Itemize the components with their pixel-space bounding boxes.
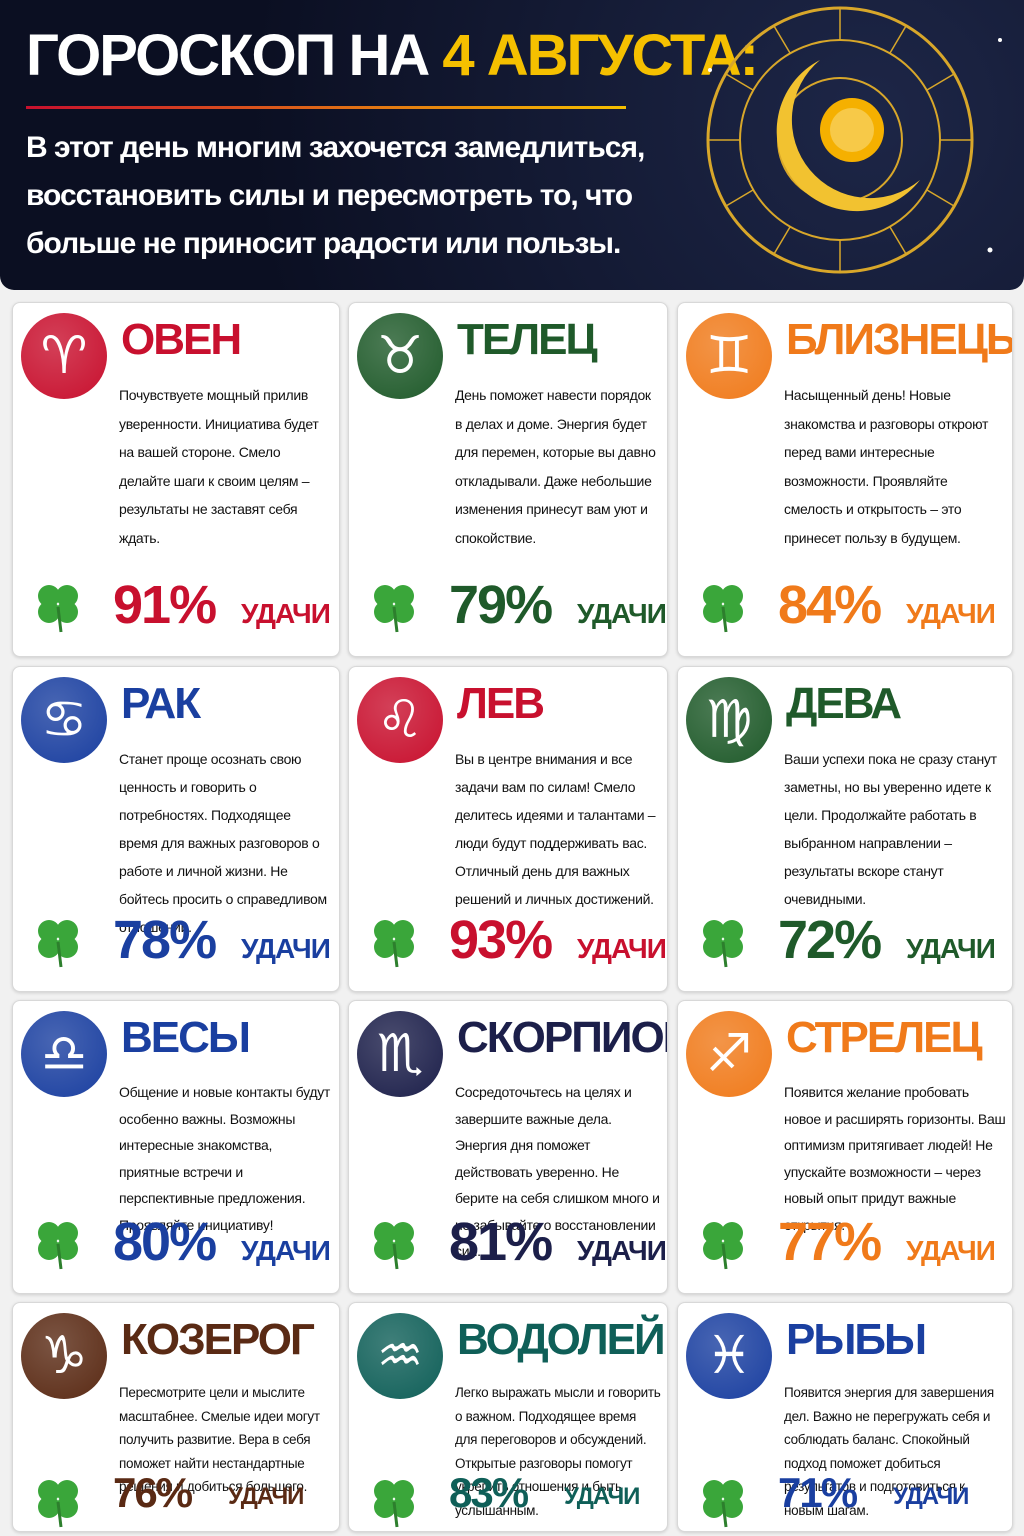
clover (374, 1480, 414, 1528)
sign-card: ♍ ДЕВА Ваши успехи пока не сразу станут за… (677, 666, 1013, 992)
sign-card: ♋ РАК Станет проще осознать свою ценность … (12, 666, 340, 992)
luck-percent: 93% (449, 910, 553, 970)
sign-text: День поможет навести порядок в делах и д… (455, 387, 656, 546)
clover (703, 1480, 743, 1528)
clover (703, 920, 743, 968)
luck-percent: 81% (449, 1212, 553, 1272)
luck-percent: 78% (113, 910, 217, 970)
sign-name: СКОРПИОН (457, 1013, 667, 1062)
luck-percent: 77% (778, 1212, 882, 1272)
sign-text: Общение и новые контакты будут особенно … (119, 1084, 331, 1233)
luck-word: УДАЧИ (564, 1483, 640, 1510)
sign-name: КОЗЕРОГ (121, 1315, 315, 1364)
luck-percent: 71% (778, 1469, 858, 1516)
luck-percent: 83% (449, 1469, 529, 1516)
luck-word: УДАЧИ (241, 598, 331, 629)
sign-card: ♉ ТЕЛЕЦ День поможет навести порядок в дел… (348, 302, 668, 657)
sign-text: Пересмотрите цели и мыслите масштабнее. … (119, 1385, 320, 1494)
clover (38, 1222, 78, 1270)
clover (374, 920, 414, 968)
sign-card: ♑ КОЗЕРОГ Пересмотрите цели и мыслите масш… (12, 1302, 340, 1532)
sign-name: ДЕВА (786, 679, 902, 728)
sign-name: ОВЕН (121, 315, 242, 364)
luck-word: УДАЧИ (241, 1235, 331, 1266)
sign-icon: ♊ (686, 313, 772, 399)
sign-card: ♓ РЫБЫ Появится энергия для завершения дел… (677, 1302, 1013, 1532)
clover (38, 1480, 78, 1528)
sign-icon: ♎ (21, 1011, 107, 1097)
sign-name: РЫБЫ (786, 1315, 927, 1364)
sign-card: ♒ ВОДОЛЕЙ Легко выражать мысли и говорить … (348, 1302, 668, 1532)
luck-word: УДАЧИ (906, 933, 996, 964)
sign-text: Сосредоточьтесь на целях и завершите важ… (455, 1084, 660, 1259)
clover (703, 1222, 743, 1270)
sign-text: Станет проще осознать свою ценность и го… (119, 751, 327, 935)
sign-card: ♐ СТРЕЛЕЦ Появится желание пробовать новое… (677, 1000, 1013, 1294)
luck-percent: 80% (113, 1212, 217, 1272)
sign-card: ♌ ЛЕВ Вы в центре внимания и все задачи ва… (348, 666, 668, 992)
luck-percent: 72% (778, 910, 882, 970)
sign-text: Почувствуете мощный прилив уверенности. … (119, 387, 319, 546)
luck-word: УДАЧИ (906, 1235, 996, 1266)
sign-text: Насыщенный день! Новые знакомства и разг… (784, 387, 989, 546)
sign-text: Ваши успехи пока не сразу станут заметны… (784, 751, 997, 907)
divider (26, 106, 626, 109)
sign-icon: ♑ (21, 1313, 107, 1399)
sign-text: Появится энергия для завершения дел. Важ… (784, 1385, 994, 1518)
sign-card: ♈ ОВЕН Почувствуете мощный прилив уверенно… (12, 302, 340, 657)
subtitle: В этот день многим захочется замедлиться… (26, 131, 645, 260)
header: ГОРОСКОП НА 4 АВГУСТА: В этот день многи… (0, 0, 1024, 290)
sign-icon: ♓ (686, 1313, 772, 1399)
sign-name: ТЕЛЕЦ (457, 315, 598, 364)
clover (38, 920, 78, 968)
sign-text: Появится желание пробовать новое и расши… (784, 1084, 1006, 1233)
sign-name: ВОДОЛЕЙ (457, 1315, 666, 1364)
luck-percent: 84% (778, 575, 882, 635)
luck-percent: 79% (449, 575, 553, 635)
luck-word: УДАЧИ (906, 598, 996, 629)
sign-icon: ♌ (357, 677, 443, 763)
sign-text: Вы в центре внимания и все задачи вам по… (455, 751, 656, 907)
title-date: 4 АВГУСТА: (442, 23, 759, 88)
luck-word: УДАЧИ (228, 1483, 304, 1510)
luck-word: УДАЧИ (241, 933, 331, 964)
sign-icon: ♒ (357, 1313, 443, 1399)
sign-name: ЛЕВ (457, 679, 545, 728)
sign-icon: ♏ (357, 1011, 443, 1097)
sign-icon: ♋ (21, 677, 107, 763)
zodiac-wheel (706, 6, 1002, 274)
clover (374, 585, 414, 633)
sign-icon: ♍ (686, 677, 772, 763)
sign-card: ♊ БЛИЗНЕЦЫ Насыщенный день! Новые знакомст… (677, 302, 1013, 657)
sign-name: СТРЕЛЕЦ (786, 1013, 983, 1062)
sign-text: Легко выражать мысли и говорить о важном… (455, 1385, 661, 1518)
clover (374, 1222, 414, 1270)
luck-percent: 76% (113, 1469, 193, 1516)
sign-name: РАК (121, 679, 201, 728)
sign-icon: ♉ (357, 313, 443, 399)
luck-percent: 91% (113, 575, 217, 635)
sign-name: БЛИЗНЕЦЫ (786, 315, 1013, 364)
sign-icon: ♈ (21, 313, 107, 399)
title-main: ГОРОСКОП НА (26, 23, 430, 88)
title: ГОРОСКОП НА 4 АВГУСТА: (26, 22, 759, 89)
sign-icon: ♐ (686, 1011, 772, 1097)
luck-word: УДАЧИ (577, 598, 667, 629)
luck-word: УДАЧИ (577, 933, 667, 964)
clover (38, 585, 78, 633)
sign-card: ♏ СКОРПИОН Сосредоточьтесь на целях и заве… (348, 1000, 668, 1294)
luck-word: УДАЧИ (893, 1483, 969, 1510)
sign-card: ♎ ВЕСЫ Общение и новые контакты будут особ… (12, 1000, 340, 1294)
sign-name: ВЕСЫ (121, 1013, 251, 1062)
luck-word: УДАЧИ (577, 1235, 667, 1266)
clover (703, 585, 743, 633)
